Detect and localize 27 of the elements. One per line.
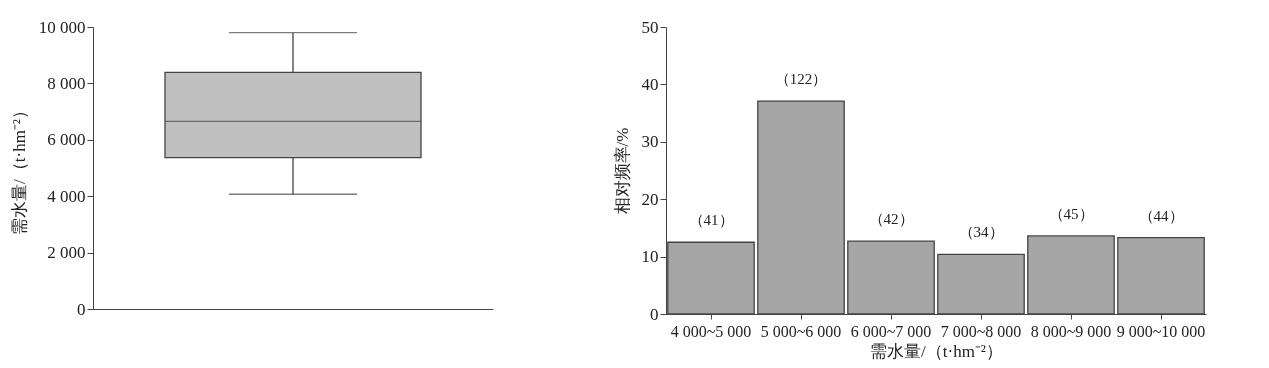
annotation: （34） — [958, 224, 1004, 241]
y-axis-title: 相对频率/% — [612, 127, 632, 215]
y-tick-label: 2 000 — [47, 243, 86, 263]
x-tick-label: 8 000~9 000 — [1030, 322, 1112, 340]
x-tick-label: 7 000~8 000 — [940, 322, 1022, 340]
annotation: （42） — [868, 211, 914, 228]
annotation: （44） — [1138, 207, 1184, 224]
y-tick-label: 30 — [641, 132, 659, 152]
y-tick-label: 10 — [641, 247, 659, 267]
x-axis-title: 需水量/（t·hm⁻²） — [870, 341, 1003, 361]
x-tick-label: 4 000~5 000 — [670, 322, 752, 340]
annotation: （122） — [774, 71, 828, 88]
y-tick-label: 10 000 — [38, 17, 86, 37]
y-tick-label: 50 — [641, 17, 659, 37]
y-axis-title: 需水量/（t·hm⁻²） — [9, 102, 29, 235]
y-tick-label: 0 — [77, 299, 86, 319]
annotation: （41） — [688, 212, 734, 229]
y-tick-label: 20 — [641, 189, 659, 209]
annotation: （45） — [1048, 205, 1094, 222]
y-tick-label: 6 000 — [47, 130, 86, 150]
y-tick-label: 0 — [650, 304, 659, 324]
x-tick-label: 5 000~6 000 — [760, 322, 842, 340]
y-tick-label: 4 000 — [47, 186, 86, 206]
y-tick-label: 40 — [641, 74, 659, 94]
y-tick-label: 8 000 — [47, 73, 86, 93]
x-tick-label: 6 000~7 000 — [850, 322, 932, 340]
x-tick-label: 9 000~10 000 — [1116, 322, 1206, 340]
